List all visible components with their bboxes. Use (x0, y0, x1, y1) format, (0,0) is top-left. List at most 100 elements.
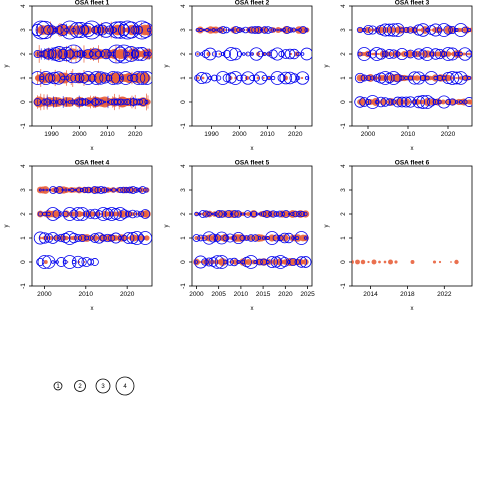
observed-point (129, 231, 144, 245)
observed-point (250, 210, 258, 218)
y-tick-label: 4 (20, 164, 27, 168)
observed-point (404, 51, 409, 57)
predicted-point (142, 210, 151, 218)
observed-point (200, 52, 204, 56)
observed-point (403, 26, 410, 34)
legend-label: 4 (123, 384, 127, 390)
observed-point (133, 210, 141, 218)
predicted-point (197, 260, 201, 264)
markers (33, 186, 152, 269)
legend-circle (74, 380, 86, 392)
observed-point (122, 21, 140, 39)
plot-frame (351, 5, 473, 127)
observed-point (197, 234, 204, 242)
predicted-point (302, 258, 309, 266)
observed-point (426, 97, 436, 107)
predicted-point (267, 76, 271, 80)
observed-point (222, 73, 232, 83)
observed-point (294, 231, 309, 245)
markers (192, 210, 312, 269)
plot-frame (31, 5, 153, 127)
observed-point (110, 232, 122, 244)
predicted-point (423, 50, 432, 58)
predicted-point (430, 51, 436, 57)
y-tick-label: 1 (20, 76, 27, 80)
observed-point (57, 99, 63, 105)
observed-point (429, 48, 442, 60)
observed-point (260, 211, 267, 217)
predicted-point (460, 52, 463, 56)
observed-point (242, 52, 246, 56)
observed-point (413, 48, 425, 60)
predicted-point (271, 235, 278, 241)
observed-point (47, 232, 59, 244)
observed-point (464, 97, 472, 107)
observed-point (292, 210, 299, 218)
predicted-point (120, 210, 127, 218)
observed-point (273, 255, 288, 269)
predicted-point (360, 259, 366, 265)
observed-point (126, 75, 133, 81)
observed-point (79, 24, 90, 36)
predicted-point (445, 51, 452, 57)
observed-point (39, 75, 44, 81)
observed-point (119, 76, 124, 80)
observed-point (282, 210, 290, 218)
observed-point (284, 48, 296, 60)
observed-point (370, 75, 376, 81)
y-tick-label: 2 (20, 212, 27, 216)
panel-title: OSA fleet 3 (395, 0, 430, 7)
observed-point (272, 28, 277, 32)
observed-point (458, 100, 463, 104)
observed-point (95, 210, 103, 218)
observed-point (424, 71, 439, 85)
predicted-point (261, 26, 269, 34)
y-tick-label: 3 (180, 188, 187, 192)
markers (354, 23, 472, 109)
observed-point (467, 75, 472, 81)
observed-point (105, 74, 113, 82)
predicted-point (278, 27, 283, 33)
observed-point (295, 28, 298, 32)
observed-point (295, 236, 300, 240)
plot-frame (191, 165, 313, 287)
x-tick-label: 2020 (278, 291, 293, 298)
observed-point (208, 233, 218, 243)
observed-point (99, 234, 107, 242)
predicted-point (294, 234, 302, 242)
observed-point (120, 186, 127, 194)
predicted-point (383, 260, 387, 264)
y-tick-label: 1 (340, 76, 347, 80)
observed-point (249, 47, 264, 61)
observed-point (71, 207, 85, 221)
y-tick-label: 0 (340, 260, 347, 264)
observed-point (296, 76, 301, 80)
panel-6: OSA fleet 6 2014 2018 2022 -1 0 1 2 3 4 x y (324, 160, 473, 312)
y-tick-label: 4 (180, 4, 187, 8)
y-tick-label: 3 (180, 28, 187, 32)
predicted-point (246, 211, 251, 217)
predicted-point (194, 212, 198, 216)
observed-point (88, 51, 95, 57)
predicted-point (450, 261, 452, 263)
observed-point (247, 234, 255, 242)
observed-point (130, 73, 139, 83)
observed-point (230, 210, 239, 218)
x-tick-label: 1990 (44, 131, 59, 138)
observed-point (291, 236, 295, 240)
y-tick-label: 1 (20, 236, 27, 240)
observed-point (44, 72, 56, 84)
observed-point (138, 231, 152, 245)
observed-point (129, 186, 137, 194)
observed-point (289, 257, 298, 267)
observed-point (395, 51, 401, 57)
observed-point (271, 75, 276, 81)
x-tick-label: 2010 (260, 131, 275, 138)
observed-point (33, 98, 42, 106)
observed-point (47, 25, 57, 35)
y-tick-label: 3 (20, 28, 27, 32)
predicted-point (377, 52, 380, 56)
observed-point (244, 235, 250, 241)
observed-point (36, 257, 45, 267)
observed-point (224, 47, 239, 61)
